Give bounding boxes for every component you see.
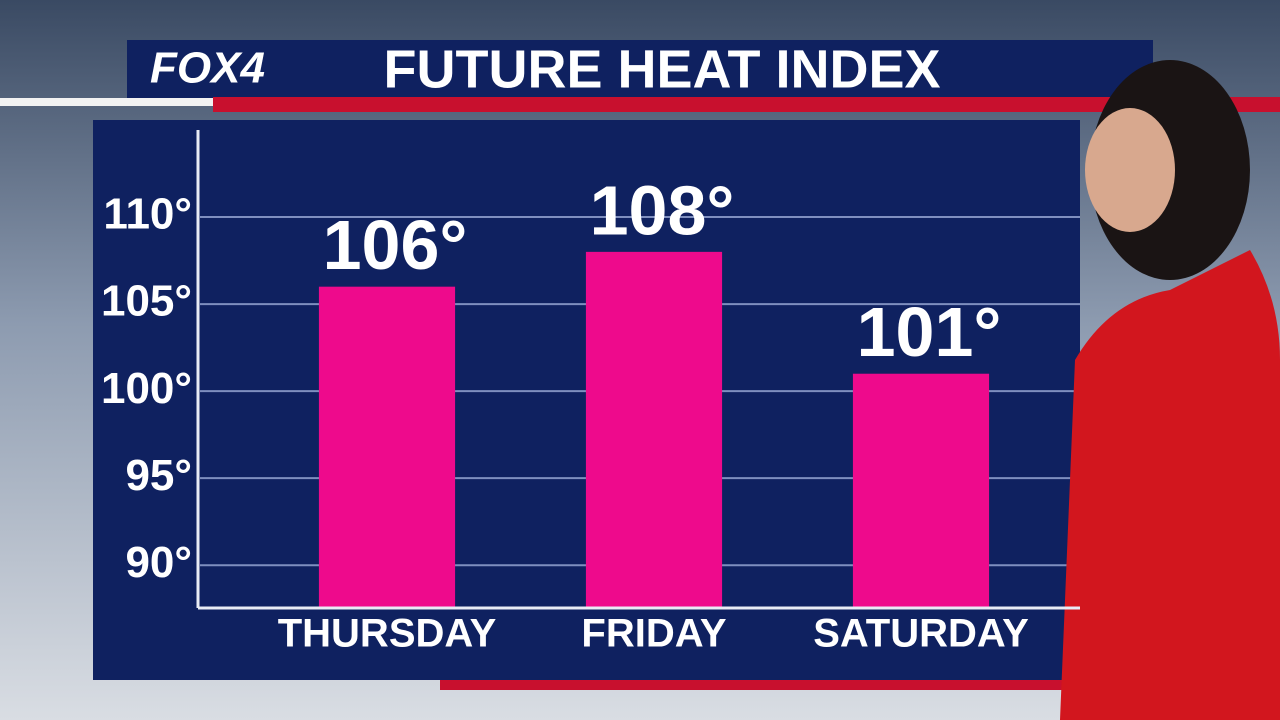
y-tick-label: 110° xyxy=(103,190,192,239)
x-tick-label: THURSDAY xyxy=(278,612,497,656)
face xyxy=(1085,108,1175,232)
x-tick-label: FRIDAY xyxy=(581,612,727,656)
value-label: 106° xyxy=(323,206,468,284)
chart-title: FUTURE HEAT INDEX xyxy=(383,39,940,99)
bar xyxy=(318,286,456,607)
presenter xyxy=(1060,60,1280,720)
bar xyxy=(852,373,990,607)
bar xyxy=(585,251,723,607)
dress xyxy=(1060,250,1280,720)
header-bar xyxy=(127,40,1153,98)
y-tick-label: 100° xyxy=(101,364,192,413)
bottom-stripe xyxy=(440,680,1080,690)
value-label: 101° xyxy=(857,293,1002,371)
header-stripe xyxy=(213,97,1280,112)
x-tick-label: SATURDAY xyxy=(813,612,1029,656)
y-tick-label: 95° xyxy=(125,451,192,500)
logo: FOX4 xyxy=(150,44,265,93)
y-tick-label: 90° xyxy=(125,538,192,587)
plot: 90° 95° 100° 105° 110° THURSDAY 106° FRIDAY 108°… xyxy=(101,171,1080,656)
value-label: 108° xyxy=(590,171,735,249)
stripe xyxy=(0,98,220,106)
y-tick-label: 105° xyxy=(101,277,192,326)
